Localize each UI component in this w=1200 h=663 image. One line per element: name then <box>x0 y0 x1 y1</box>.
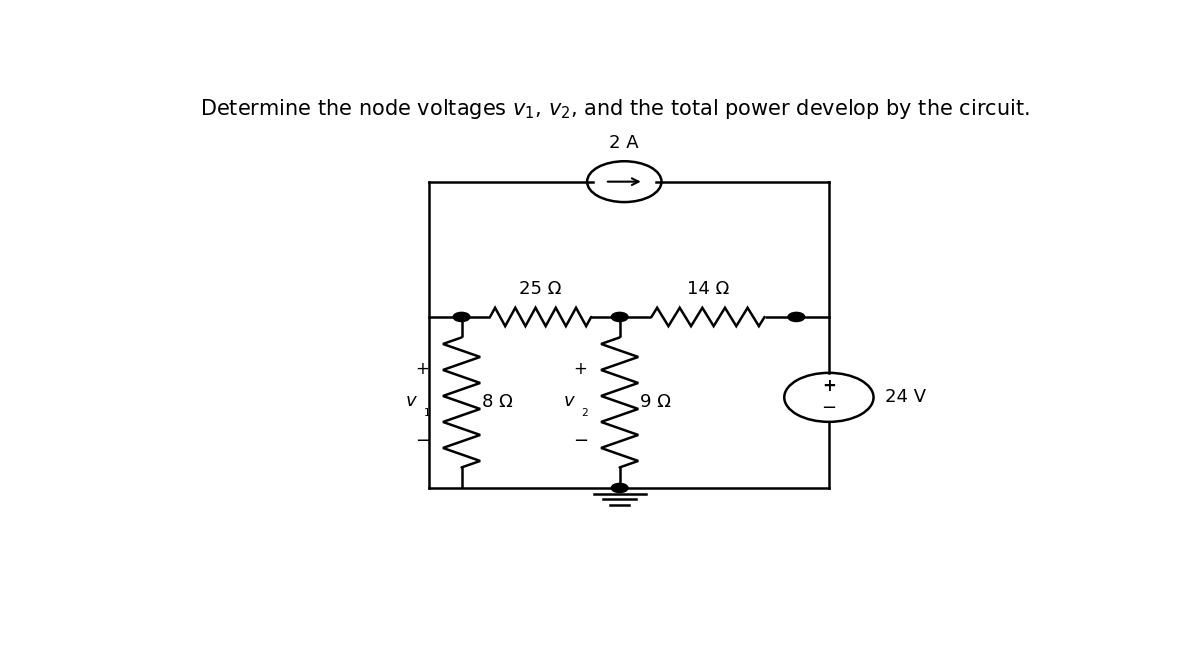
Text: 2 A: 2 A <box>610 134 640 152</box>
Text: 25 Ω: 25 Ω <box>520 280 562 298</box>
Text: 8 Ω: 8 Ω <box>482 393 512 412</box>
Circle shape <box>611 312 628 322</box>
Text: −: − <box>574 432 588 450</box>
Text: $v$: $v$ <box>563 392 576 410</box>
Circle shape <box>611 483 628 493</box>
Text: +: + <box>415 360 430 379</box>
Text: 14 Ω: 14 Ω <box>686 280 730 298</box>
Text: +: + <box>574 360 588 379</box>
Text: −: − <box>821 399 836 418</box>
Text: $_2$: $_2$ <box>581 404 589 419</box>
Text: $v$: $v$ <box>404 392 418 410</box>
Text: 24 V: 24 V <box>884 389 926 406</box>
Circle shape <box>454 312 470 322</box>
Text: −: − <box>415 432 430 450</box>
Circle shape <box>788 312 805 322</box>
Text: 9 Ω: 9 Ω <box>640 393 671 412</box>
Text: $_1$: $_1$ <box>424 404 431 419</box>
Text: +: + <box>822 377 836 395</box>
Text: Determine the node voltages $v_1$, $v_2$, and the total power develop by the cir: Determine the node voltages $v_1$, $v_2$… <box>200 97 1030 121</box>
